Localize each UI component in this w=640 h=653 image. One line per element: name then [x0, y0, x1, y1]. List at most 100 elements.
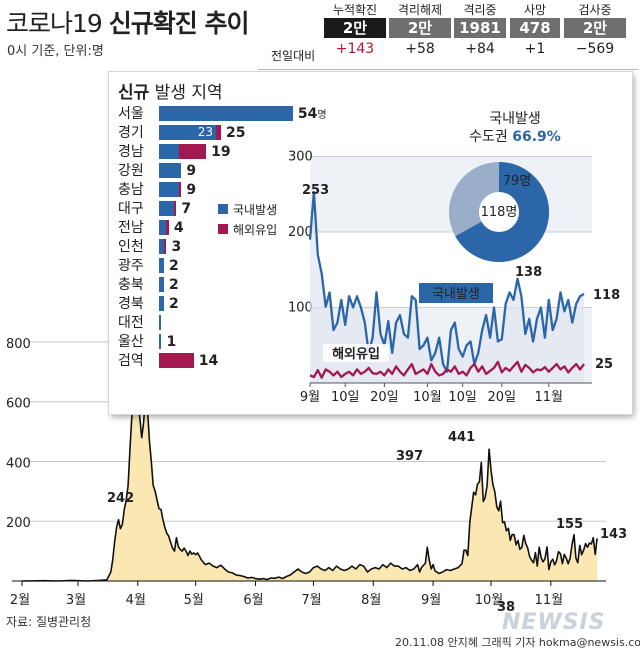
stat-label: 누적확진	[332, 3, 378, 17]
data-label: 143	[600, 527, 627, 542]
series-tag-overseas-bg	[323, 344, 389, 362]
region-label: 경북	[118, 296, 144, 312]
region-value: 2	[168, 258, 179, 274]
region-value: 7	[181, 201, 192, 217]
region-label: 서울	[118, 106, 144, 122]
x-tick-label: 10월	[475, 593, 504, 608]
series-area-domestic	[310, 192, 584, 383]
title-normal: 코로나19	[6, 9, 109, 38]
region-value: 2	[168, 277, 179, 293]
legend-swatch-overseas	[218, 224, 228, 234]
data-label: 441	[448, 430, 475, 445]
region-value: 1	[166, 334, 177, 350]
donut-capital-label: 79명	[503, 174, 532, 189]
region-label: 강원	[118, 163, 144, 179]
donut-total-label: 118명	[481, 205, 518, 220]
panel-title: 신규 발생 지역	[118, 78, 223, 103]
y-tick-label: 200	[288, 225, 313, 240]
region-label: 대전	[118, 315, 144, 331]
x-tick-label: 6월	[243, 593, 263, 608]
region-label: 충북	[118, 277, 144, 293]
stat-diff: +58	[405, 41, 435, 57]
stat-value: 2만5648	[564, 18, 626, 57]
x-tick-label: 9월	[300, 390, 320, 405]
region-value: 4	[173, 220, 184, 236]
y-tick-label: 300	[288, 150, 313, 165]
region-label: 검역	[118, 353, 144, 369]
stat-col: 격리중 1981 +84	[454, 2, 506, 60]
data-label: 253	[302, 183, 329, 198]
data-label: 25	[595, 357, 613, 372]
legend-overseas: 해외유입	[218, 222, 277, 238]
data-label: 242	[107, 491, 134, 506]
x-tick-label: 2월	[10, 593, 30, 608]
region-label: 대구	[118, 201, 144, 217]
series-line	[309, 360, 585, 379]
region-bar-domestic	[159, 334, 162, 349]
series-line	[308, 190, 585, 373]
series-tag-domestic: 국내발생	[432, 287, 480, 302]
region-bar-domestic	[159, 315, 161, 330]
region-bar-overseas	[178, 182, 182, 197]
stat-col: 검사중 2만5648 −569	[564, 2, 626, 60]
x-tick-label: 7월	[301, 593, 321, 608]
x-tick-label: 9월	[421, 593, 441, 608]
region-bar-domestic	[159, 239, 164, 254]
series-tag-domestic-bg	[419, 283, 493, 303]
stat-value: 1981	[454, 18, 506, 38]
y-tick-label: 100	[288, 301, 313, 316]
region-bar-domestic	[159, 144, 179, 159]
stat-value: 2만4968	[389, 18, 451, 57]
region-bar-domestic	[159, 201, 174, 216]
data-label: 155	[556, 517, 583, 532]
region-value-unit: 명	[317, 110, 327, 121]
region-label: 충남	[118, 182, 144, 198]
stat-diff: −569	[575, 41, 615, 57]
stat-col: 사망 478 +1	[510, 2, 560, 60]
x-tick-label: 11월	[535, 593, 564, 608]
legend-swatch-domestic	[218, 204, 228, 214]
region-bar-overseas	[216, 125, 221, 140]
stat-diff: +143	[335, 41, 375, 57]
region-bar-overseas	[163, 239, 167, 254]
region-label: 경남	[118, 144, 144, 160]
region-value: 54명	[298, 105, 327, 125]
stat-value: 2만7427	[324, 18, 386, 57]
data-label: 138	[515, 265, 542, 280]
stat-label: 검사중	[578, 3, 612, 17]
stat-value: 478	[510, 18, 560, 38]
region-bar-domestic	[159, 163, 182, 178]
credit: 20.11.08 안지혜 그래픽 기자 hokma@newsis.com	[395, 636, 640, 649]
donut-title-1: 국내발생	[489, 111, 541, 127]
data-label: 118	[593, 288, 620, 303]
y-tick-label: 400	[6, 456, 31, 471]
divider	[258, 69, 638, 70]
prev-day-label: 전일대비	[271, 49, 316, 63]
x-tick-label: 4월	[126, 593, 146, 608]
x-tick-label: 10일	[448, 390, 477, 405]
region-label: 울산	[118, 334, 144, 350]
region-label: 인천	[118, 239, 144, 255]
region-bar-overseas	[166, 220, 169, 235]
donut-hole	[479, 192, 519, 232]
y-tick-label: 800	[6, 337, 31, 352]
page-title: 코로나19 신규확진 추이	[6, 4, 250, 40]
area-line	[21, 337, 598, 582]
region-bar-overseas	[159, 353, 194, 368]
donut-pct: 66.9%	[512, 129, 561, 145]
region-bar-domestic	[159, 296, 164, 311]
watermark: NEWSIS	[502, 610, 606, 635]
title-bold: 신규확진 추이	[108, 9, 250, 38]
region-value: 19	[211, 144, 231, 160]
y-tick-label: 600	[6, 397, 31, 412]
stat-label: 사망	[523, 3, 547, 17]
region-label: 광주	[118, 258, 144, 274]
panel-title-bold: 신규	[118, 83, 150, 103]
series-tag-overseas: 해외유입	[332, 346, 380, 362]
region-value: 14	[198, 353, 219, 369]
stat-diff: +84	[465, 41, 495, 57]
stat-label: 격리해제	[397, 3, 443, 17]
donut-title: 국내발생 수도권 66.9%	[455, 110, 575, 146]
panel-title-rest: 발생 지역	[149, 83, 223, 103]
